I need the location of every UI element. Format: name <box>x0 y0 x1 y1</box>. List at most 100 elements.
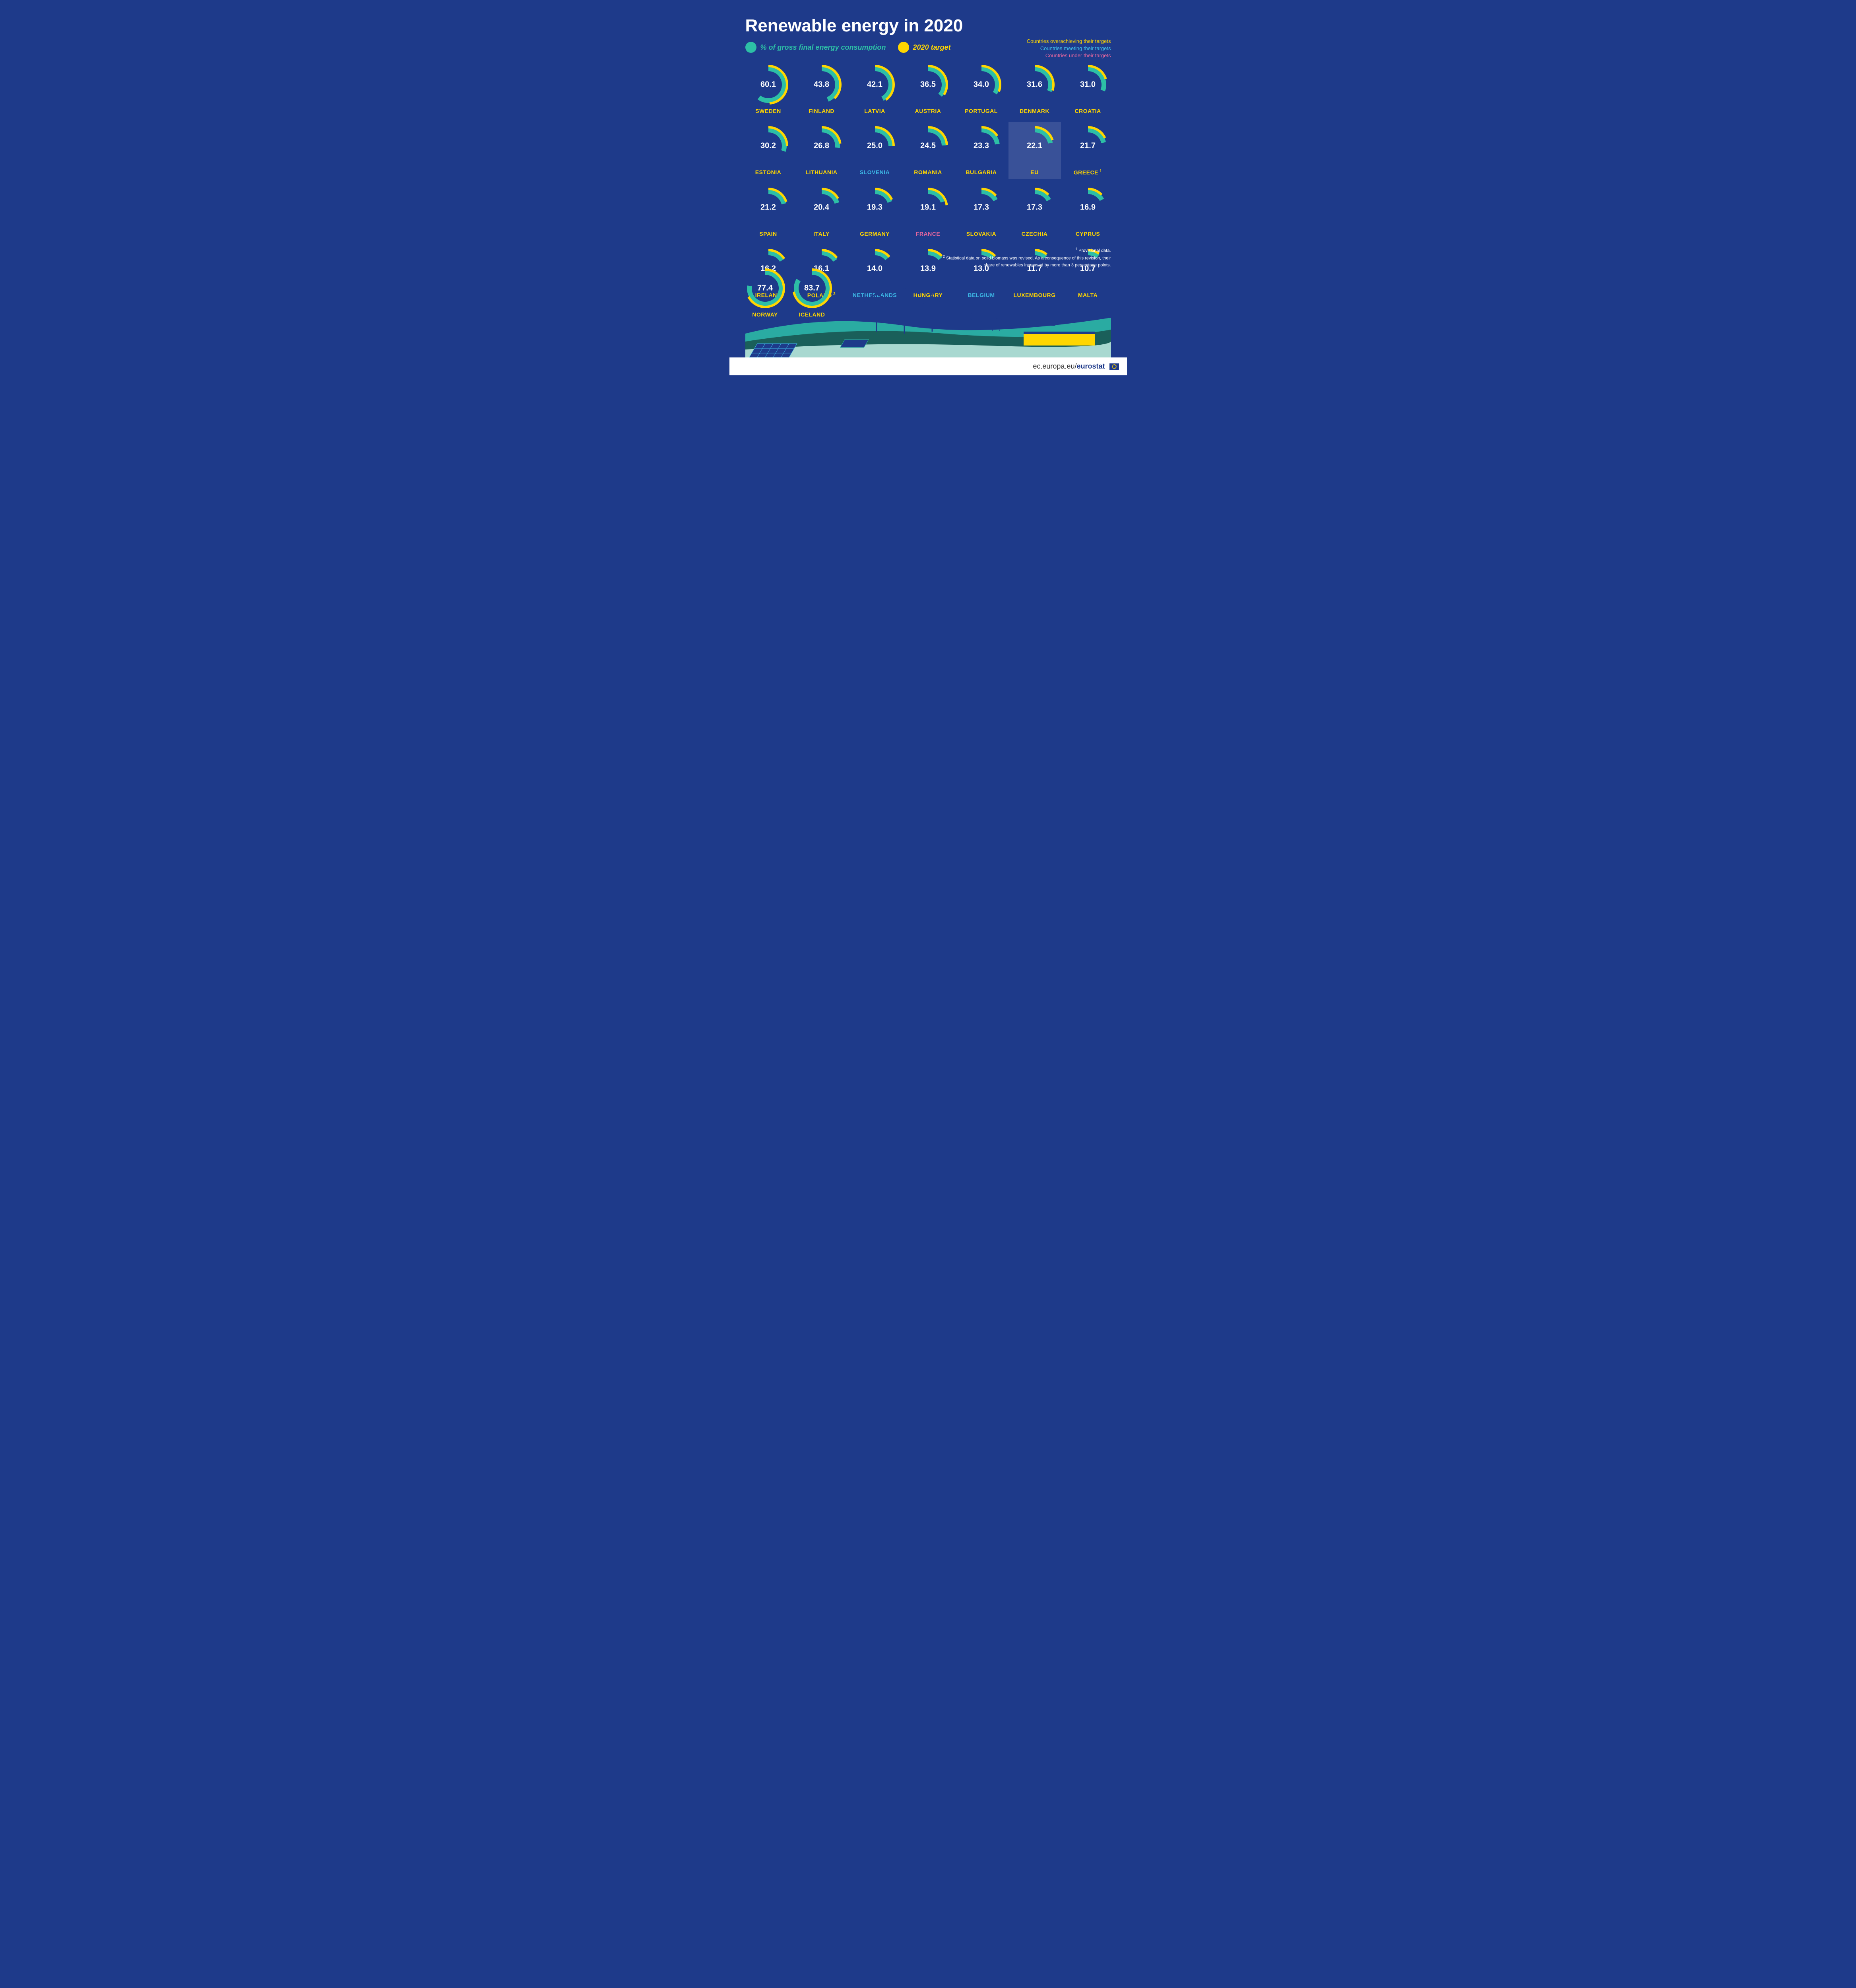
donut-chart: 24.5 <box>908 126 948 166</box>
country-chip-slovakia: 17.3 SLOVAKIA <box>958 188 1005 237</box>
country-chip-portugal: 34.0 PORTUGAL <box>958 65 1005 114</box>
legend-meeting-label: Countries meeting their targets <box>1027 45 1111 52</box>
donut-value: 19.1 <box>920 203 936 212</box>
country-chip-estonia: 30.2 ESTONIA <box>745 126 791 176</box>
donut-value: 36.5 <box>920 80 936 89</box>
country-chip-germany: 19.3 GERMANY <box>852 188 898 237</box>
donut-value: 60.1 <box>760 80 776 89</box>
country-chip-eu: 22.1 EU <box>1012 126 1058 176</box>
donut-value: 17.3 <box>1027 203 1042 212</box>
legend-consumption-label: % of gross final energy consumption <box>760 43 886 52</box>
country-chip-spain: 21.2 SPAIN <box>745 188 791 237</box>
donut-chart: 21.2 <box>749 188 788 227</box>
donut-value: 42.1 <box>867 80 882 89</box>
footnote-2: 2 Statistical data on solid biomass was … <box>936 254 1111 268</box>
donut-chart: 20.4 <box>802 188 842 227</box>
donut-chart: 19.1 <box>908 188 948 227</box>
donut-chart: 42.1 <box>855 65 895 105</box>
country-name: GREECE 1 <box>1074 169 1102 176</box>
country-name: CYPRUS <box>1076 231 1100 237</box>
status-legend: Countries overachieving their targets Co… <box>1027 38 1111 60</box>
donut-chart: 43.8 <box>802 65 842 105</box>
donut-chart: 17.3 <box>1015 188 1055 227</box>
donut-value: 83.7 <box>804 284 820 293</box>
country-chip-norway: 77.4 NORWAY <box>745 268 785 318</box>
country-chip-lithuania: 26.8LITHUANIA <box>799 126 845 176</box>
country-chip-iceland: 83.7 ICELAND <box>792 268 832 318</box>
country-name: FRANCE <box>916 231 940 237</box>
donut-value: 19.3 <box>867 203 882 212</box>
donut-value: 31.6 <box>1027 80 1042 89</box>
footer-url-prefix: ec.europa.eu/ <box>1033 362 1076 370</box>
donut-chart: 83.7 <box>792 268 832 308</box>
donut-chart: 17.3 <box>962 188 1001 227</box>
donut-chart: 34.0 <box>962 65 1001 105</box>
page-title: Renewable energy in 2020 <box>745 16 1111 36</box>
country-chip-romania: 24.5 ROMANIA <box>905 126 951 176</box>
donut-value: 24.5 <box>920 142 936 151</box>
country-chip-austria: 36.5 AUSTRIA <box>905 65 951 114</box>
donut-chart: 25.0 <box>855 126 895 166</box>
donut-value: 25.0 <box>867 142 882 151</box>
donut-value: 21.7 <box>1080 142 1096 151</box>
donut-chart: 21.7 <box>1068 126 1108 166</box>
country-name: SLOVENIA <box>860 169 890 175</box>
country-chip-latvia: 42.1 LATVIA <box>852 65 898 114</box>
legend-row: % of gross final energy consumption 2020… <box>745 42 1111 53</box>
country-chip-sweden: 60.1 SWEDEN <box>745 65 791 114</box>
donut-value: 31.0 <box>1080 80 1096 89</box>
legend-dot-consumption <box>745 42 756 53</box>
donut-chart: 22.1 <box>1015 126 1055 166</box>
country-name: SWEDEN <box>755 108 781 114</box>
country-name: ICELAND <box>799 311 825 318</box>
footer-url-bold: eurostat <box>1076 362 1105 370</box>
donut-value: 77.4 <box>757 284 773 293</box>
country-chip-france: 19.1 FRANCE <box>905 188 951 237</box>
country-name: CROATIA <box>1074 108 1101 114</box>
donut-value: 20.4 <box>814 203 829 212</box>
donut-value: 16.9 <box>1080 203 1096 212</box>
legend-consumption: % of gross final energy consumption <box>745 42 886 53</box>
donut-chart: 36.5 <box>908 65 948 105</box>
legend-dot-target <box>898 42 909 53</box>
donut-chart: 16.9 <box>1068 188 1108 227</box>
country-name: NORWAY <box>752 311 778 318</box>
footer: ec.europa.eu/eurostat <box>729 357 1127 375</box>
donut-chart: 77.4 <box>745 268 785 308</box>
country-name: FINLAND <box>809 108 834 114</box>
country-name: SLOVAKIA <box>966 231 996 237</box>
donut-chart: 19.3 <box>855 188 895 227</box>
country-name: EU <box>1030 169 1038 175</box>
donut-value: 22.1 <box>1027 142 1042 151</box>
donut-value: 23.3 <box>974 142 989 151</box>
country-chip-croatia: 31.0 CROATIA <box>1065 65 1111 114</box>
country-name: ROMANIA <box>914 169 942 175</box>
country-name: SPAIN <box>759 231 777 237</box>
country-chip-greece: 21.7 GREECE 1 <box>1065 126 1111 176</box>
legend-target: 2020 target <box>898 42 951 53</box>
footnotes: 1 Provisional data. 2 Statistical data o… <box>936 247 1111 268</box>
country-name: AUSTRIA <box>915 108 941 114</box>
country-name: BULGARIA <box>966 169 997 175</box>
donut-value: 30.2 <box>760 142 776 151</box>
country-name: GERMANY <box>860 231 890 237</box>
donut-chart: 31.0 <box>1068 65 1108 105</box>
legend-over-label: Countries overachieving their targets <box>1027 38 1111 45</box>
country-chip-denmark: 31.6 DENMARK <box>1012 65 1058 114</box>
footnote-1: 1 Provisional data. <box>936 247 1111 254</box>
footnote-marker: 1 <box>1098 169 1102 173</box>
legend-target-label: 2020 target <box>913 43 951 52</box>
country-name: ESTONIA <box>755 169 781 175</box>
donut-value: 26.8 <box>814 142 829 151</box>
infographic-main: Renewable energy in 2020 % of gross fina… <box>729 0 1127 357</box>
country-name: PORTUGAL <box>965 108 998 114</box>
legend-under-label: Countries under their targets <box>1027 52 1111 59</box>
country-chip-finland: 43.8 FINLAND <box>799 65 845 114</box>
country-chip-slovenia: 25.0 SLOVENIA <box>852 126 898 176</box>
country-name: DENMARK <box>1020 108 1049 114</box>
donut-value: 43.8 <box>814 80 829 89</box>
donut-value: 21.2 <box>760 203 776 212</box>
country-chip-czechia: 17.3CZECHIA <box>1012 188 1058 237</box>
eu-flag-icon <box>1109 363 1119 370</box>
country-name: LATVIA <box>864 108 885 114</box>
